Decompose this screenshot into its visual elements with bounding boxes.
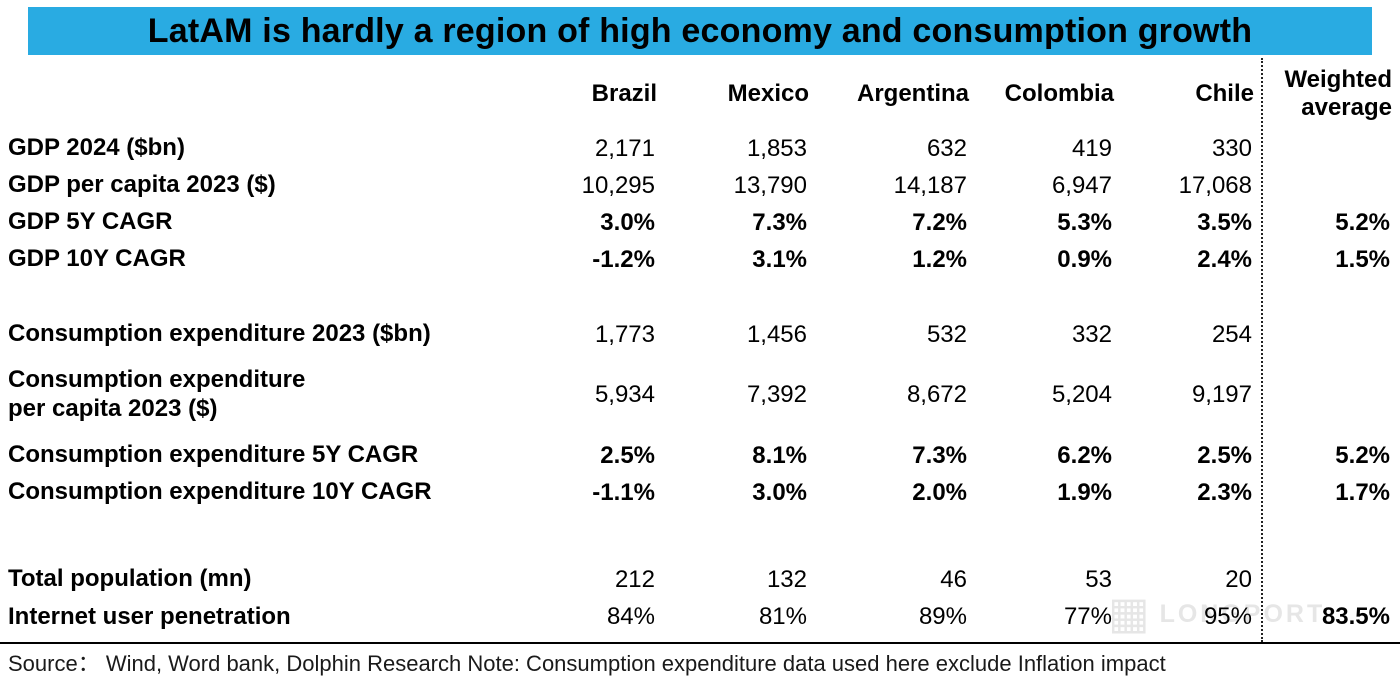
table-row-consumption-10y-cagr: Consumption expenditure 10Y CAGR -1.1% 3… (0, 474, 1400, 511)
cell: 2.5% (600, 441, 655, 469)
table-row-consumption-5y-cagr: Consumption expenditure 5Y CAGR 2.5% 8.1… (0, 437, 1400, 474)
row-label: GDP 5Y CAGR (8, 208, 173, 236)
cell (1262, 561, 1400, 598)
column-header-brazil: Brazil (591, 80, 657, 108)
cell: 7,392 (746, 381, 807, 408)
row-label: GDP 2024 ($bn) (8, 134, 185, 162)
cell: 332 (1071, 320, 1112, 348)
cell: 419 (1071, 134, 1112, 162)
cell: 77% (1063, 603, 1112, 630)
cell: 5.3% (1057, 208, 1112, 236)
cell: 1,853 (746, 134, 807, 162)
cell: 5.2% (1335, 441, 1390, 469)
cell: 1.2% (912, 245, 967, 273)
row-label: Internet user penetration (8, 602, 291, 630)
cell: 89% (918, 603, 967, 630)
cell: 7.2% (912, 208, 967, 236)
cell: 9,197 (1191, 381, 1252, 408)
cell (1262, 167, 1400, 204)
cell: 17,068 (1178, 171, 1252, 199)
cell: 1,456 (746, 320, 807, 348)
cell: 84% (606, 603, 655, 630)
cell: 532 (926, 320, 967, 348)
table-row-gdp-2024: GDP 2024 ($bn) 2,171 1,853 632 419 330 (0, 130, 1400, 167)
cell: 2.3% (1197, 478, 1252, 506)
cell (1262, 316, 1400, 353)
cell: 46 (940, 565, 967, 593)
cell: 2,171 (594, 134, 655, 162)
cell: 20 (1225, 565, 1252, 593)
row-label: GDP 10Y CAGR (8, 245, 186, 273)
column-header-weighted-average: Weighted average (1284, 66, 1392, 121)
cell: 6.2% (1057, 441, 1112, 469)
column-header-mexico: Mexico (727, 80, 809, 108)
longport-logo-icon: ▦ (1108, 589, 1150, 638)
table-row-gdp-per-capita: GDP per capita 2023 ($) 10,295 13,790 14… (0, 167, 1400, 204)
cell: 632 (926, 134, 967, 162)
cell: 83.5% (1321, 603, 1390, 630)
cell: -1.2% (592, 245, 655, 273)
cell: 3.5% (1197, 208, 1252, 236)
source-note: Source： Wind, Word bank, Dolphin Researc… (8, 651, 1166, 676)
longport-watermark: ▦ LONGPORT (1108, 592, 1325, 636)
cell: 14,187 (893, 171, 967, 199)
cell: 6,947 (1051, 171, 1112, 199)
watermark-text: LONGPORT (1159, 599, 1326, 628)
table-row-gdp-5y-cagr: GDP 5Y CAGR 3.0% 7.3% 7.2% 5.3% 3.5% 5.2… (0, 204, 1400, 241)
cell: 3.0% (752, 478, 807, 506)
cell: 7.3% (752, 208, 807, 236)
table-row-total-population: Total population (mn) 212 132 46 53 20 (0, 561, 1400, 598)
spacer-row (0, 511, 1400, 561)
cell: 2.0% (912, 478, 967, 506)
cell: 13,790 (733, 171, 807, 199)
data-table: Brazil Mexico Argentina Colombia Chile W… (0, 58, 1400, 644)
cell: 1,773 (594, 320, 655, 348)
table-row-internet-penetration: Internet user penetration 84% 81% 89% 77… (0, 598, 1400, 636)
cell (1262, 353, 1400, 437)
cell: 5,204 (1051, 381, 1112, 408)
table-row-consumption-2023: Consumption expenditure 2023 ($bn) 1,773… (0, 316, 1400, 353)
cell: 2.5% (1197, 441, 1252, 469)
cell: 132 (766, 565, 807, 593)
cell: 95% (1203, 603, 1252, 630)
cell: 53 (1085, 565, 1112, 593)
row-label: Consumption expenditure per capita 2023 … (8, 366, 306, 422)
row-label: Consumption expenditure 10Y CAGR (8, 478, 432, 506)
cell: 10,295 (581, 171, 655, 199)
spacer-row (0, 278, 1400, 316)
row-label: Consumption expenditure 2023 ($bn) (8, 320, 431, 348)
cell: 1.7% (1335, 478, 1390, 506)
column-header-chile: Chile (1195, 80, 1254, 108)
cell: 212 (614, 565, 655, 593)
column-header-colombia: Colombia (1004, 80, 1114, 108)
cell: 8,672 (906, 381, 967, 408)
cell: 8.1% (752, 441, 807, 469)
metric-column-header (0, 58, 540, 130)
table-row-gdp-10y-cagr: GDP 10Y CAGR -1.2% 3.1% 1.2% 0.9% 2.4% 1… (0, 241, 1400, 278)
cell: 7.3% (912, 441, 967, 469)
header-row: Brazil Mexico Argentina Colombia Chile W… (0, 58, 1400, 130)
page-title: LatAM is hardly a region of high economy… (28, 7, 1372, 55)
cell: 254 (1211, 320, 1252, 348)
cell: 0.9% (1057, 245, 1112, 273)
cell: 1.9% (1057, 478, 1112, 506)
row-label: Consumption expenditure 5Y CAGR (8, 441, 419, 469)
cell: 5,934 (594, 381, 655, 408)
cell: -1.1% (592, 478, 655, 506)
cell: 330 (1211, 134, 1252, 162)
table-row-consumption-per-capita: Consumption expenditure per capita 2023 … (0, 353, 1400, 437)
cell: 5.2% (1335, 208, 1390, 236)
column-header-argentina: Argentina (856, 80, 969, 108)
cell (1262, 130, 1400, 167)
row-label: Total population (mn) (8, 565, 252, 593)
metrics-table: Brazil Mexico Argentina Colombia Chile W… (0, 58, 1400, 636)
cell: 2.4% (1197, 245, 1252, 273)
cell: 3.0% (600, 208, 655, 236)
weighted-average-divider-line (1261, 58, 1263, 642)
cell: 1.5% (1335, 245, 1390, 273)
cell: 81% (758, 603, 807, 630)
cell: 3.1% (752, 245, 807, 273)
row-label: GDP per capita 2023 ($) (8, 171, 276, 199)
